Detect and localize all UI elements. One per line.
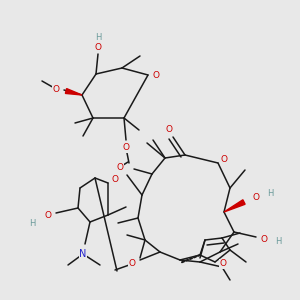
Text: O: O xyxy=(260,235,268,244)
Polygon shape xyxy=(224,200,245,212)
Text: O: O xyxy=(128,260,136,268)
Text: O: O xyxy=(152,70,160,80)
Text: H: H xyxy=(95,32,101,41)
Text: O: O xyxy=(112,176,118,184)
Text: O: O xyxy=(220,260,226,268)
Text: H: H xyxy=(275,236,281,245)
Polygon shape xyxy=(65,88,82,95)
Text: O: O xyxy=(116,163,124,172)
Text: H: H xyxy=(267,190,273,199)
Text: O: O xyxy=(44,211,52,220)
Text: O: O xyxy=(166,124,172,134)
Text: O: O xyxy=(52,85,59,94)
Text: H: H xyxy=(29,218,35,227)
Text: O: O xyxy=(122,143,130,152)
Text: O: O xyxy=(253,194,260,202)
Text: N: N xyxy=(79,249,87,259)
Text: O: O xyxy=(94,44,101,52)
Text: O: O xyxy=(220,154,227,164)
